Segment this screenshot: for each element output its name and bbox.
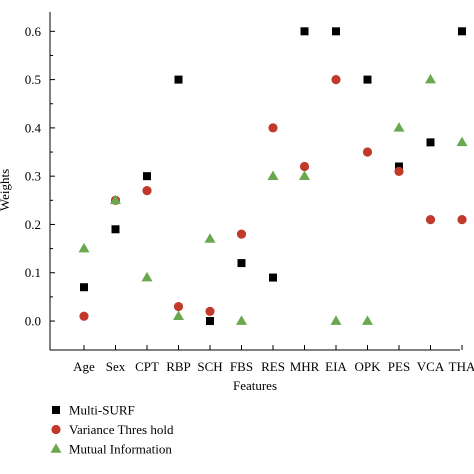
x-tick-label: Sex [106, 359, 126, 374]
variance-thres-hold-point [299, 161, 310, 172]
mutual-information-point [141, 271, 153, 282]
mutual-information-point [299, 170, 310, 180]
variance-thres-hold-point [457, 215, 467, 225]
variance-thres-hold-point [79, 311, 89, 321]
x-tick-label: VCA [417, 359, 445, 374]
mutual-information-point [267, 170, 279, 180]
x-tick-label: PES [388, 359, 410, 374]
y-tick-label: 0.1 [25, 265, 41, 280]
x-tick-label: EIA [325, 359, 347, 374]
mutual-information-point [330, 315, 342, 325]
plot-area: 0.0 0.1 0.2 0.3 0.4 0.5 0.6 Age Sex CPT RBP SCH FBS R… [25, 12, 474, 374]
y-tick-label: 0.5 [25, 72, 41, 87]
y-axis-title: Weights [0, 169, 12, 211]
legend-label-variance-thres-hold: Variance Thres hold [69, 422, 174, 437]
multi-surf-point [143, 172, 151, 181]
mutual-information-point [204, 233, 216, 243]
multi-surf-point [111, 225, 120, 234]
variance-thres-hold-point [268, 123, 278, 133]
multi-surf-point [395, 162, 403, 171]
multi-surf-point [332, 27, 340, 36]
variance-thres-hold-point [173, 301, 184, 312]
mutual-information-point [236, 315, 247, 325]
variance-thres-hold-point [236, 229, 247, 239]
x-tick-label: FBS [230, 359, 253, 374]
y-tick-label: 0.4 [25, 120, 42, 135]
mutual-information-point [425, 73, 436, 84]
multi-surf-point [300, 27, 309, 36]
y-tick-label: 0.6 [25, 24, 42, 39]
x-tick-label: RES [261, 359, 285, 374]
multi-surf-point [174, 75, 183, 84]
x-tick-label: Age [73, 359, 95, 374]
x-tick-label: SCH [197, 359, 222, 374]
y-tick-label: 0.2 [25, 217, 41, 232]
legend-label-multi-surf: Multi-SURF [69, 403, 135, 418]
x-tick-label: RBP [166, 359, 191, 374]
mutual-information-point [173, 310, 184, 320]
y-tick-label: 0.3 [25, 169, 41, 184]
legend-marker-variance-thres-hold [51, 424, 61, 435]
multi-surf-point [363, 75, 372, 84]
multi-surf-point [458, 27, 466, 36]
x-tick-label: THA [449, 359, 474, 374]
multi-surf-point [80, 283, 88, 292]
variance-thres-hold-point [425, 215, 436, 225]
multi-surf-point [426, 138, 435, 147]
mutual-information-point [393, 122, 405, 132]
variance-thres-hold-point [394, 166, 404, 176]
x-axis-title: Features [233, 378, 277, 393]
x-tick-label: OPK [354, 359, 381, 374]
legend-marker-mutual-information [50, 443, 62, 453]
legend: Multi-SURF Variance Thres hold Mutual Info… [50, 403, 174, 457]
multi-surf-point [237, 259, 246, 268]
x-tick-label: MHR [290, 359, 320, 374]
variance-thres-hold-point [142, 186, 152, 196]
mutual-information-point [110, 194, 121, 205]
y-tick-label: 0.0 [25, 314, 41, 329]
multi-surf-point [206, 317, 214, 326]
mutual-information-point [362, 315, 373, 325]
x-tick-label: CPT [135, 359, 159, 374]
variance-thres-hold-point [331, 75, 341, 85]
legend-label-mutual-information: Mutual Information [69, 442, 172, 457]
variance-thres-hold-point [205, 306, 215, 316]
variance-thres-hold-point [362, 147, 373, 157]
mutual-information-point [78, 242, 90, 253]
legend-marker-multi-surf [52, 406, 60, 414]
multi-surf-point [269, 273, 277, 282]
mutual-information-point [456, 136, 468, 147]
